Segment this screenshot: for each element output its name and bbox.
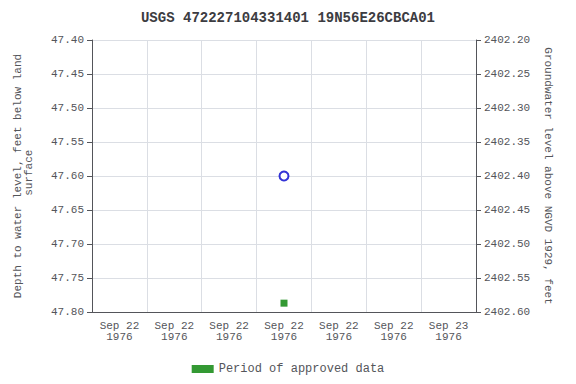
svg-text:47.45: 47.45: [51, 68, 84, 80]
svg-text:2402.50: 2402.50: [484, 238, 530, 250]
svg-text:47.60: 47.60: [51, 170, 84, 182]
svg-text:1976: 1976: [381, 331, 407, 343]
svg-text:47.75: 47.75: [51, 272, 84, 284]
svg-text:Depth to water level, feet bel: Depth to water level, feet below land: [11, 53, 24, 299]
svg-text:2402.45: 2402.45: [484, 204, 530, 216]
svg-text:2402.35: 2402.35: [484, 136, 530, 148]
svg-text:1976: 1976: [271, 331, 297, 343]
svg-text:Sep 22: Sep 22: [209, 319, 249, 332]
svg-text:Sep 22: Sep 22: [264, 319, 304, 332]
svg-text:1976: 1976: [106, 331, 132, 343]
svg-text:surface: surface: [23, 150, 35, 203]
svg-text:47.80: 47.80: [51, 306, 84, 318]
svg-text:1976: 1976: [435, 331, 461, 343]
svg-text:Sep 22: Sep 22: [99, 319, 140, 332]
svg-text:47.55: 47.55: [51, 136, 84, 148]
svg-text:47.70: 47.70: [51, 238, 84, 250]
svg-text:2402.40: 2402.40: [484, 170, 530, 182]
svg-text:Groundwater level above NGVD 1: Groundwater level above NGVD 1929, feet: [542, 47, 554, 304]
svg-text:1976: 1976: [161, 331, 187, 343]
svg-text:Sep 22: Sep 22: [319, 319, 359, 332]
svg-text:2402.55: 2402.55: [484, 272, 530, 284]
svg-text:47.65: 47.65: [51, 204, 84, 216]
svg-text:USGS 472227104331401 19N56E26C: USGS 472227104331401 19N56E26CBCA01: [141, 10, 435, 26]
svg-text:Period of approved data: Period of approved data: [219, 362, 385, 376]
svg-text:2402.60: 2402.60: [484, 306, 530, 318]
svg-text:1976: 1976: [216, 331, 242, 343]
svg-text:47.40: 47.40: [51, 34, 84, 46]
svg-text:2402.30: 2402.30: [484, 102, 530, 114]
svg-text:2402.25: 2402.25: [484, 68, 530, 80]
svg-text:Sep 22: Sep 22: [154, 319, 195, 332]
svg-text:1976: 1976: [326, 331, 352, 343]
svg-text:2402.20: 2402.20: [484, 34, 530, 46]
svg-text:Sep 22: Sep 22: [373, 319, 414, 332]
svg-text:47.50: 47.50: [51, 102, 84, 114]
svg-text:Sep 23: Sep 23: [428, 319, 469, 332]
